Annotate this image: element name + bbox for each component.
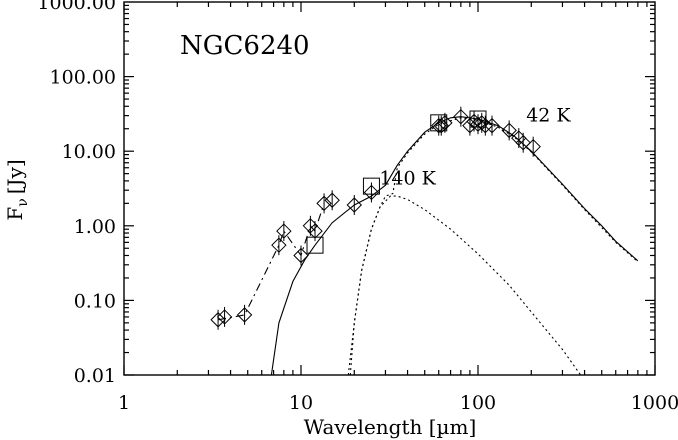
- square-data-point: [306, 236, 324, 254]
- y-tick-label: 0.10: [74, 290, 116, 312]
- square-data-point: [362, 177, 380, 195]
- x-tick-label: 1: [118, 392, 130, 414]
- y-tick-label: 1.00: [74, 216, 116, 238]
- temperature-label: 42 K: [526, 105, 571, 127]
- plot-layer: [210, 106, 639, 375]
- solid-model-curve: [270, 116, 639, 375]
- temperature-label: 140 K: [379, 167, 436, 189]
- dash-dot-model-curve: [217, 203, 325, 321]
- plot-frame: [123, 1, 656, 376]
- dotted-model-curve: [349, 117, 639, 375]
- x-axis-title: Wavelength [µm]: [304, 415, 477, 439]
- chart-title: NGC6240: [180, 31, 310, 61]
- axes-layer: [123, 2, 656, 376]
- dotted-model-curve: [347, 195, 582, 375]
- square-data-point: [430, 114, 448, 132]
- plot-contents: [210, 106, 639, 375]
- y-axis-title-main: F: [3, 207, 27, 221]
- y-axis-title: Fν [Jy]: [3, 159, 31, 220]
- y-tick-label: 1000.00: [37, 0, 116, 14]
- y-axis-title-sub: ν: [15, 198, 31, 207]
- x-tick-label: 10: [289, 392, 313, 414]
- text-layer: NGC6240 Wavelength [µm] Fν [Jy] 1 10 100 100…: [3, 0, 678, 439]
- y-tick-label: 100.00: [50, 67, 116, 89]
- x-tick-label: 1000: [631, 392, 678, 414]
- y-tick-label: 0.01: [74, 365, 116, 387]
- x-tick-label: 100: [460, 392, 496, 414]
- square-data-point: [469, 110, 487, 128]
- y-axis-title-unit: [Jy]: [3, 159, 27, 194]
- y-tick-label: 10.00: [62, 141, 116, 163]
